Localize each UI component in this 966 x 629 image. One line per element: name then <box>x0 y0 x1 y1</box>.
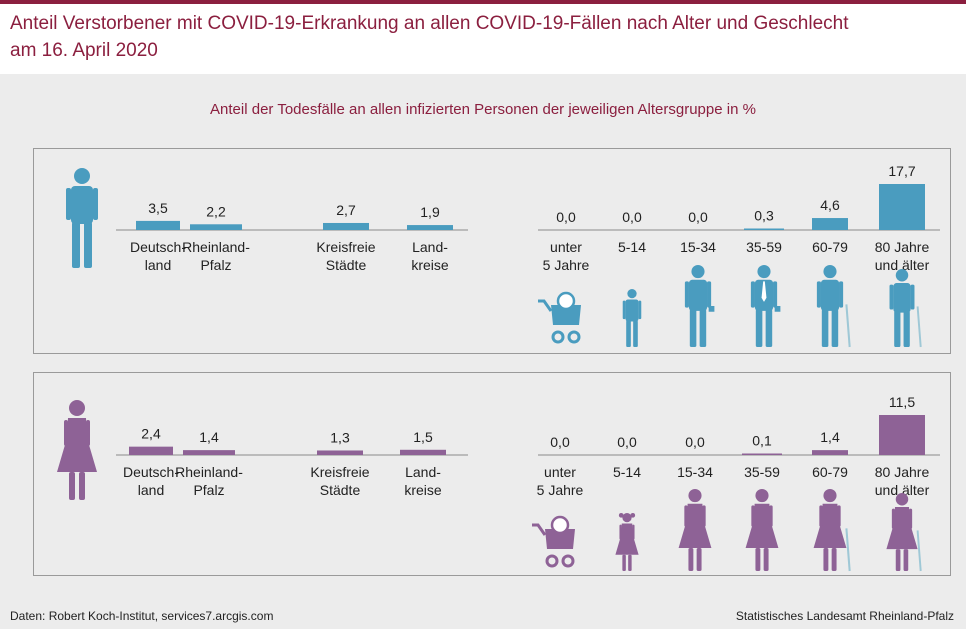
category-label-deutsch-land-1: Deutsch- <box>123 464 179 480</box>
value-label-5-14: 0,0 <box>617 434 637 450</box>
bar-60-79 <box>812 218 848 230</box>
category-label-land-kreise-2: kreise <box>411 257 449 273</box>
category-label-unter-5-jahre-2: 5 Jahre <box>537 482 584 498</box>
male-bar-chart: 3,5 Deutsch-land 2,2 Rheinland- Pfalz 2,7 Krei… <box>66 163 940 348</box>
woman-icon <box>745 489 779 571</box>
bar-kreisfreie-st-dte <box>323 222 369 230</box>
female-chart-panel: 2,4 Deutsch-land 1,4 Rheinland- Pfalz 1,3 Krei… <box>33 372 951 576</box>
category-label-kreisfreie-st-dte-2: Städte <box>326 257 367 273</box>
bar-deutsch-land <box>129 446 173 455</box>
category-label-80-jahre-und-lter-2: und älter <box>875 482 930 498</box>
category-label-unter-5-jahre-1: unter <box>544 464 576 480</box>
chart-subtitle: Anteil der Todesfälle an allen infiziert… <box>210 101 756 118</box>
male-person-icon <box>66 168 98 268</box>
category-label-80-jahre-und-lter-2: und älter <box>875 257 930 273</box>
value-label-15-34: 0,0 <box>688 209 708 225</box>
value-label-5-14: 0,0 <box>622 209 642 225</box>
bar-deutsch-land <box>136 220 180 230</box>
category-label-kreisfreie-st-dte-2: Städte <box>320 482 361 498</box>
value-label-rheinland-pfalz: 1,4 <box>199 429 219 445</box>
source-note: Daten: Robert Koch-Institut, services7.a… <box>10 609 274 623</box>
boy-icon <box>622 289 642 347</box>
category-label-deutsch-land-2: land <box>138 482 164 498</box>
elderly-man-cane-icon <box>889 269 922 348</box>
older-man-cane-icon <box>816 265 851 348</box>
header: Anteil Verstorbener mit COVID-19-Erkrank… <box>0 4 966 68</box>
header-separator <box>0 68 966 74</box>
value-label-unter-5-jahre: 0,0 <box>556 209 576 225</box>
bar-rheinland-pfalz <box>183 450 235 455</box>
value-label-land-kreise: 1,5 <box>413 429 433 445</box>
top-accent-bar <box>0 0 966 4</box>
female-bar-chart: 2,4 Deutsch-land 1,4 Rheinland- Pfalz 1,3 Krei… <box>57 394 940 572</box>
category-label-rheinland-pfalz-2: Pfalz <box>193 482 224 498</box>
category-label-unter-5-jahre-1: unter <box>550 239 582 255</box>
category-label-60-79-1: 60-79 <box>812 464 848 480</box>
value-label-35-59: 0,3 <box>754 208 774 224</box>
category-label-unter-5-jahre-2: 5 Jahre <box>543 257 590 273</box>
category-label-80-jahre-und-lter-1: 80 Jahre <box>875 464 930 480</box>
female-person-icon <box>57 400 97 500</box>
bar-rheinland-pfalz <box>190 224 242 230</box>
bar-land-kreise <box>407 225 453 230</box>
category-label-kreisfreie-st-dte-1: Kreisfreie <box>310 464 369 480</box>
category-label-80-jahre-und-lter-1: 80 Jahre <box>875 239 930 255</box>
value-label-80-jahre-und-lter: 17,7 <box>888 163 915 179</box>
category-label-land-kreise-2: kreise <box>404 482 442 498</box>
category-label-rheinland-pfalz-1: Rheinland- <box>175 464 243 480</box>
page-title: Anteil Verstorbener mit COVID-19-Erkrank… <box>10 10 849 64</box>
young-woman-icon <box>678 489 712 571</box>
category-label-kreisfreie-st-dte-1: Kreisfreie <box>316 239 375 255</box>
category-label-land-kreise-1: Land- <box>412 239 448 255</box>
girl-icon <box>615 513 639 571</box>
category-label-35-59-1: 35-59 <box>744 464 780 480</box>
bar-35-59 <box>744 228 784 230</box>
bar-80-jahre-und-lter <box>879 184 925 230</box>
young-man-icon <box>684 265 715 347</box>
elderly-woman-cane-icon <box>886 493 922 572</box>
value-label-15-34: 0,0 <box>685 434 705 450</box>
value-label-unter-5-jahre: 0,0 <box>550 434 570 450</box>
bar-kreisfreie-st-dte <box>317 450 363 455</box>
bar-60-79 <box>812 450 848 455</box>
value-label-60-79: 4,6 <box>820 197 840 213</box>
value-label-rheinland-pfalz: 2,2 <box>206 203 226 219</box>
category-label-5-14-1: 5-14 <box>613 464 641 480</box>
category-label-35-59-1: 35-59 <box>746 239 782 255</box>
category-label-land-kreise-1: Land- <box>405 464 441 480</box>
category-label-5-14-1: 5-14 <box>618 239 646 255</box>
value-label-60-79: 1,4 <box>820 429 840 445</box>
bar-land-kreise <box>400 449 446 455</box>
category-label-rheinland-pfalz-1: Rheinland- <box>182 239 250 255</box>
male-chart-panel: 3,5 Deutsch-land 2,2 Rheinland- Pfalz 2,7 Krei… <box>33 148 951 354</box>
bar-80-jahre-und-lter <box>879 415 925 455</box>
value-label-kreisfreie-st-dte: 1,3 <box>330 429 350 445</box>
baby-stroller-icon <box>538 291 581 344</box>
category-label-15-34-1: 15-34 <box>677 464 713 480</box>
value-label-35-59: 0,1 <box>752 433 772 449</box>
value-label-80-jahre-und-lter: 11,5 <box>889 394 915 410</box>
title-line-2: am 16. April 2020 <box>10 40 158 61</box>
category-label-15-34-1: 15-34 <box>680 239 716 255</box>
title-line-1: Anteil Verstorbener mit COVID-19-Erkrank… <box>10 13 849 34</box>
bar-35-59 <box>742 453 782 455</box>
baby-stroller-icon <box>532 515 575 568</box>
category-label-deutsch-land-1: Deutsch- <box>130 239 186 255</box>
value-label-kreisfreie-st-dte: 2,7 <box>336 202 356 218</box>
man-with-tie-icon <box>750 265 781 347</box>
category-label-rheinland-pfalz-2: Pfalz <box>200 257 231 273</box>
value-label-land-kreise: 1,9 <box>420 204 440 220</box>
category-label-deutsch-land-2: land <box>145 257 171 273</box>
value-label-deutsch-land: 3,5 <box>148 200 168 216</box>
value-label-deutsch-land: 2,4 <box>141 426 161 442</box>
publisher-note: Statistisches Landesamt Rheinland-Pfalz <box>735 609 954 623</box>
older-woman-cane-icon <box>813 489 851 572</box>
category-label-60-79-1: 60-79 <box>812 239 848 255</box>
